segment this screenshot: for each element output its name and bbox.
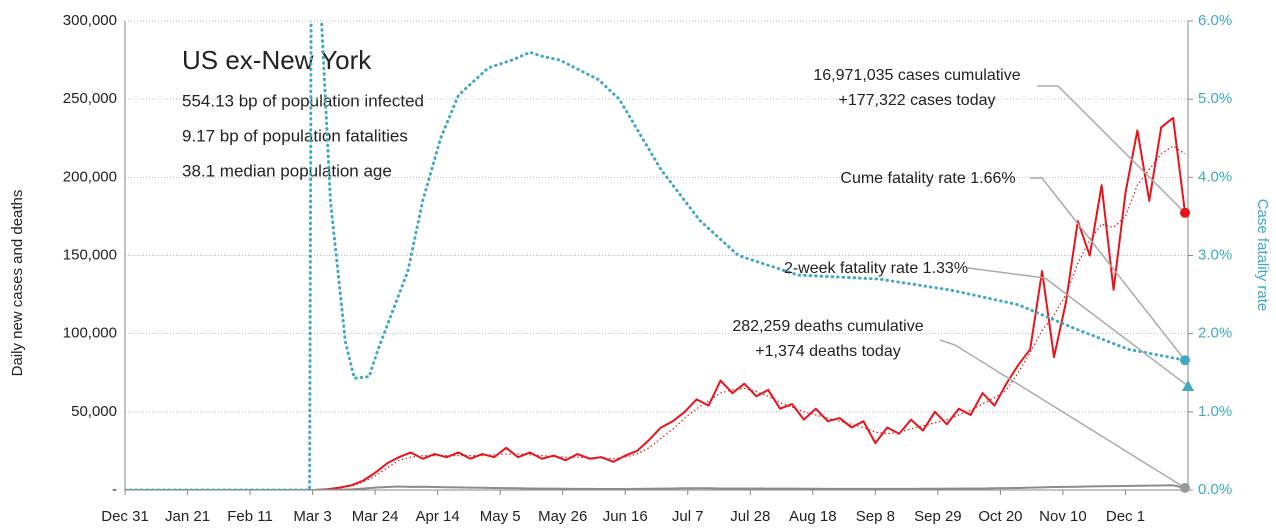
leader-line <box>1030 177 1186 361</box>
x-tick-label: Jun 16 <box>603 508 648 525</box>
end-marker <box>1180 207 1191 218</box>
series-line <box>125 145 1186 490</box>
annotation: +1,374 deaths today <box>755 343 900 360</box>
x-tick-label: Sep 29 <box>914 508 962 525</box>
series-line <box>125 21 1187 490</box>
chart-title: US ex-New York <box>182 45 372 75</box>
info-line: 9.17 bp of population fatalities <box>182 126 408 145</box>
x-tick-label: May 26 <box>538 508 587 525</box>
x-tick-label: Jul 7 <box>672 508 704 525</box>
annotation: +177,322 cases today <box>838 92 995 109</box>
series-line <box>125 484 1186 490</box>
leader-line <box>939 339 1186 489</box>
x-tick-label: Aug 18 <box>789 508 837 525</box>
end-marker <box>1180 355 1191 366</box>
annotation: Cume fatality rate 1.66% <box>840 170 1015 187</box>
y2-axis-label: Case fatality rate <box>1254 199 1271 312</box>
y2-tick-label: 3.0% <box>1198 246 1232 263</box>
y2-tick-label: 5.0% <box>1198 90 1232 107</box>
y-tick-label: 150,000 <box>63 246 117 263</box>
x-tick-label: Dec 31 <box>101 508 149 525</box>
y2-tick-label: 6.0% <box>1198 12 1232 29</box>
y2-tick-label: 1.0% <box>1198 403 1232 420</box>
leader-line <box>967 267 1189 387</box>
y-tick-label: 50,000 <box>71 403 117 420</box>
leader-line <box>1037 85 1186 214</box>
y-axis-label: Daily new cases and deaths <box>9 190 26 377</box>
y-tick-label: 100,000 <box>63 325 117 342</box>
y-tick-label: 250,000 <box>63 90 117 107</box>
end-marker <box>1182 380 1194 392</box>
end-marker <box>1180 482 1191 493</box>
annotation: 282,259 deaths cumulative <box>732 318 923 335</box>
y-tick-label: 300,000 <box>63 12 117 29</box>
y-tick-label: - <box>112 481 117 498</box>
x-tick-label: Mar 24 <box>352 508 399 525</box>
x-tick-label: Jan 21 <box>165 508 210 525</box>
y-tick-label: 200,000 <box>63 168 117 185</box>
x-tick-label: Sep 8 <box>856 508 895 525</box>
y2-tick-label: 2.0% <box>1198 325 1232 342</box>
x-tick-label: Dec 1 <box>1106 508 1145 525</box>
x-tick-label: Nov 10 <box>1039 508 1087 525</box>
x-tick-label: Jul 28 <box>730 508 770 525</box>
annotation: 2-week fatality rate 1.33% <box>784 260 968 277</box>
y2-tick-label: 0.0% <box>1198 481 1232 498</box>
x-tick-label: Mar 3 <box>293 508 331 525</box>
info-line: 554.13 bp of population infected <box>182 91 424 110</box>
x-tick-label: Feb 11 <box>227 508 273 525</box>
x-tick-label: Oct 20 <box>978 508 1022 525</box>
x-tick-label: Apr 14 <box>416 508 460 525</box>
x-tick-label: May 5 <box>480 508 521 525</box>
annotation: 16,971,035 cases cumulative <box>813 67 1020 84</box>
info-line: 38.1 median population age <box>182 161 392 180</box>
y2-tick-label: 4.0% <box>1198 168 1232 185</box>
plot-area <box>125 21 1187 490</box>
